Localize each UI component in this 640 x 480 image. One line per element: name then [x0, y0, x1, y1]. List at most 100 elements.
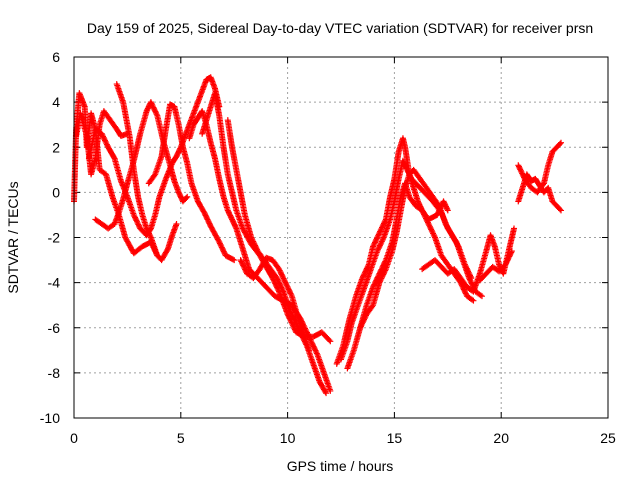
data-point	[425, 220, 432, 227]
data-point	[201, 211, 214, 228]
data-point	[511, 225, 518, 232]
data-point	[248, 234, 255, 241]
data-point	[357, 312, 369, 330]
data-point	[461, 261, 468, 268]
data-point	[370, 281, 383, 307]
data-point	[473, 289, 484, 299]
x-tick-label: 20	[493, 430, 509, 446]
data-point	[225, 118, 235, 149]
data-point	[376, 279, 383, 286]
data-point	[433, 258, 444, 269]
data-point	[124, 195, 137, 217]
data-point	[229, 217, 239, 231]
data-point	[344, 348, 357, 370]
data-point	[93, 217, 104, 227]
data-point	[317, 380, 329, 395]
x-tick-label: 10	[280, 430, 296, 446]
data-point	[327, 387, 334, 394]
data-point	[257, 256, 269, 271]
data-point	[189, 181, 201, 203]
data-point	[175, 123, 186, 149]
data-point	[398, 186, 408, 212]
data-point	[439, 253, 450, 267]
data-point	[216, 240, 229, 258]
y-tick-label: 4	[52, 94, 60, 110]
data-point	[353, 276, 365, 298]
data-point	[238, 258, 250, 276]
data-point	[338, 339, 350, 361]
data-point	[370, 243, 377, 250]
data-point	[280, 290, 293, 312]
data-point	[155, 253, 164, 262]
data-point	[477, 271, 489, 283]
data-point	[414, 203, 424, 213]
y-axis-label: SDTVAR / TECUs	[5, 181, 21, 293]
data-point	[237, 190, 248, 217]
data-point	[283, 280, 295, 298]
data-point	[554, 140, 563, 150]
data-point	[515, 162, 522, 169]
x-tick-label: 15	[387, 430, 403, 446]
data-point	[360, 262, 372, 280]
data-point	[393, 208, 404, 235]
data-point	[344, 321, 355, 343]
data-point	[147, 99, 154, 106]
data-point	[351, 326, 363, 352]
data-point	[456, 245, 468, 267]
data-point	[370, 231, 382, 249]
data-point	[181, 195, 190, 204]
data-point	[452, 271, 463, 285]
data-point	[441, 199, 451, 213]
data-point	[411, 168, 423, 181]
data-point	[458, 276, 470, 289]
data-point	[389, 231, 400, 253]
data-point	[148, 213, 158, 230]
data-point	[533, 176, 542, 188]
data-point	[508, 248, 515, 255]
data-point	[558, 139, 565, 146]
data-point	[349, 303, 361, 325]
data-point	[407, 195, 418, 208]
data-point	[468, 275, 475, 282]
data-point	[286, 306, 293, 313]
data-point	[126, 134, 137, 172]
data-point	[432, 236, 444, 258]
data-point	[135, 195, 145, 217]
data-point	[225, 208, 235, 222]
data-point	[492, 245, 502, 267]
data-point	[114, 127, 124, 138]
data-point	[465, 285, 476, 294]
data-point	[541, 163, 551, 185]
data-point	[112, 157, 124, 183]
data-point	[355, 285, 367, 307]
data-point	[323, 390, 330, 397]
data-point	[208, 224, 222, 244]
data-point	[148, 236, 160, 258]
data-point	[158, 127, 169, 158]
data-point	[169, 154, 179, 165]
data-point	[168, 101, 177, 110]
data-point	[419, 208, 431, 226]
data-point	[346, 294, 359, 321]
data-point	[130, 211, 137, 218]
data-point	[212, 157, 222, 181]
data-point	[180, 145, 190, 165]
data-point	[201, 209, 208, 216]
data-point	[137, 109, 150, 136]
data-point	[381, 217, 393, 239]
data-point	[101, 109, 113, 122]
data-point	[276, 290, 291, 316]
data-point	[86, 127, 99, 160]
data-point	[274, 276, 286, 294]
data-point	[387, 199, 398, 221]
data-point	[184, 193, 191, 200]
axis-ticks: 0 5 10 15 20 25 -10 -8 -6 -4 -2 0 2 4 6	[40, 49, 616, 446]
data-point	[208, 141, 218, 161]
data-point	[229, 145, 240, 172]
data-point	[430, 195, 442, 208]
data-point	[359, 275, 366, 282]
y-tick-label: 6	[52, 49, 60, 65]
y-tick-label: -10	[40, 410, 60, 426]
data-point	[122, 235, 137, 255]
